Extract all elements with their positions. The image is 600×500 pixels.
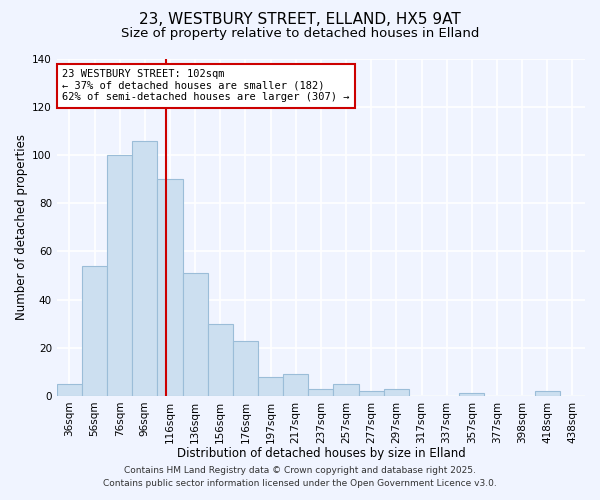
Bar	[535, 391, 560, 396]
Bar	[283, 374, 308, 396]
X-axis label: Distribution of detached houses by size in Elland: Distribution of detached houses by size …	[176, 447, 465, 460]
Bar	[208, 324, 233, 396]
Text: 23 WESTBURY STREET: 102sqm
← 37% of detached houses are smaller (182)
62% of sem: 23 WESTBURY STREET: 102sqm ← 37% of deta…	[62, 69, 350, 102]
Bar	[132, 141, 157, 396]
Bar	[182, 273, 208, 396]
Text: Size of property relative to detached houses in Elland: Size of property relative to detached ho…	[121, 28, 479, 40]
Text: 23, WESTBURY STREET, ELLAND, HX5 9AT: 23, WESTBURY STREET, ELLAND, HX5 9AT	[139, 12, 461, 28]
Y-axis label: Number of detached properties: Number of detached properties	[15, 134, 28, 320]
Bar	[57, 384, 82, 396]
Bar	[384, 388, 409, 396]
Bar	[233, 340, 258, 396]
Bar	[334, 384, 359, 396]
Bar	[359, 391, 384, 396]
Bar	[308, 388, 334, 396]
Text: Contains HM Land Registry data © Crown copyright and database right 2025.
Contai: Contains HM Land Registry data © Crown c…	[103, 466, 497, 487]
Bar	[459, 394, 484, 396]
Bar	[82, 266, 107, 396]
Bar	[107, 155, 132, 396]
Bar	[258, 376, 283, 396]
Bar	[157, 180, 182, 396]
